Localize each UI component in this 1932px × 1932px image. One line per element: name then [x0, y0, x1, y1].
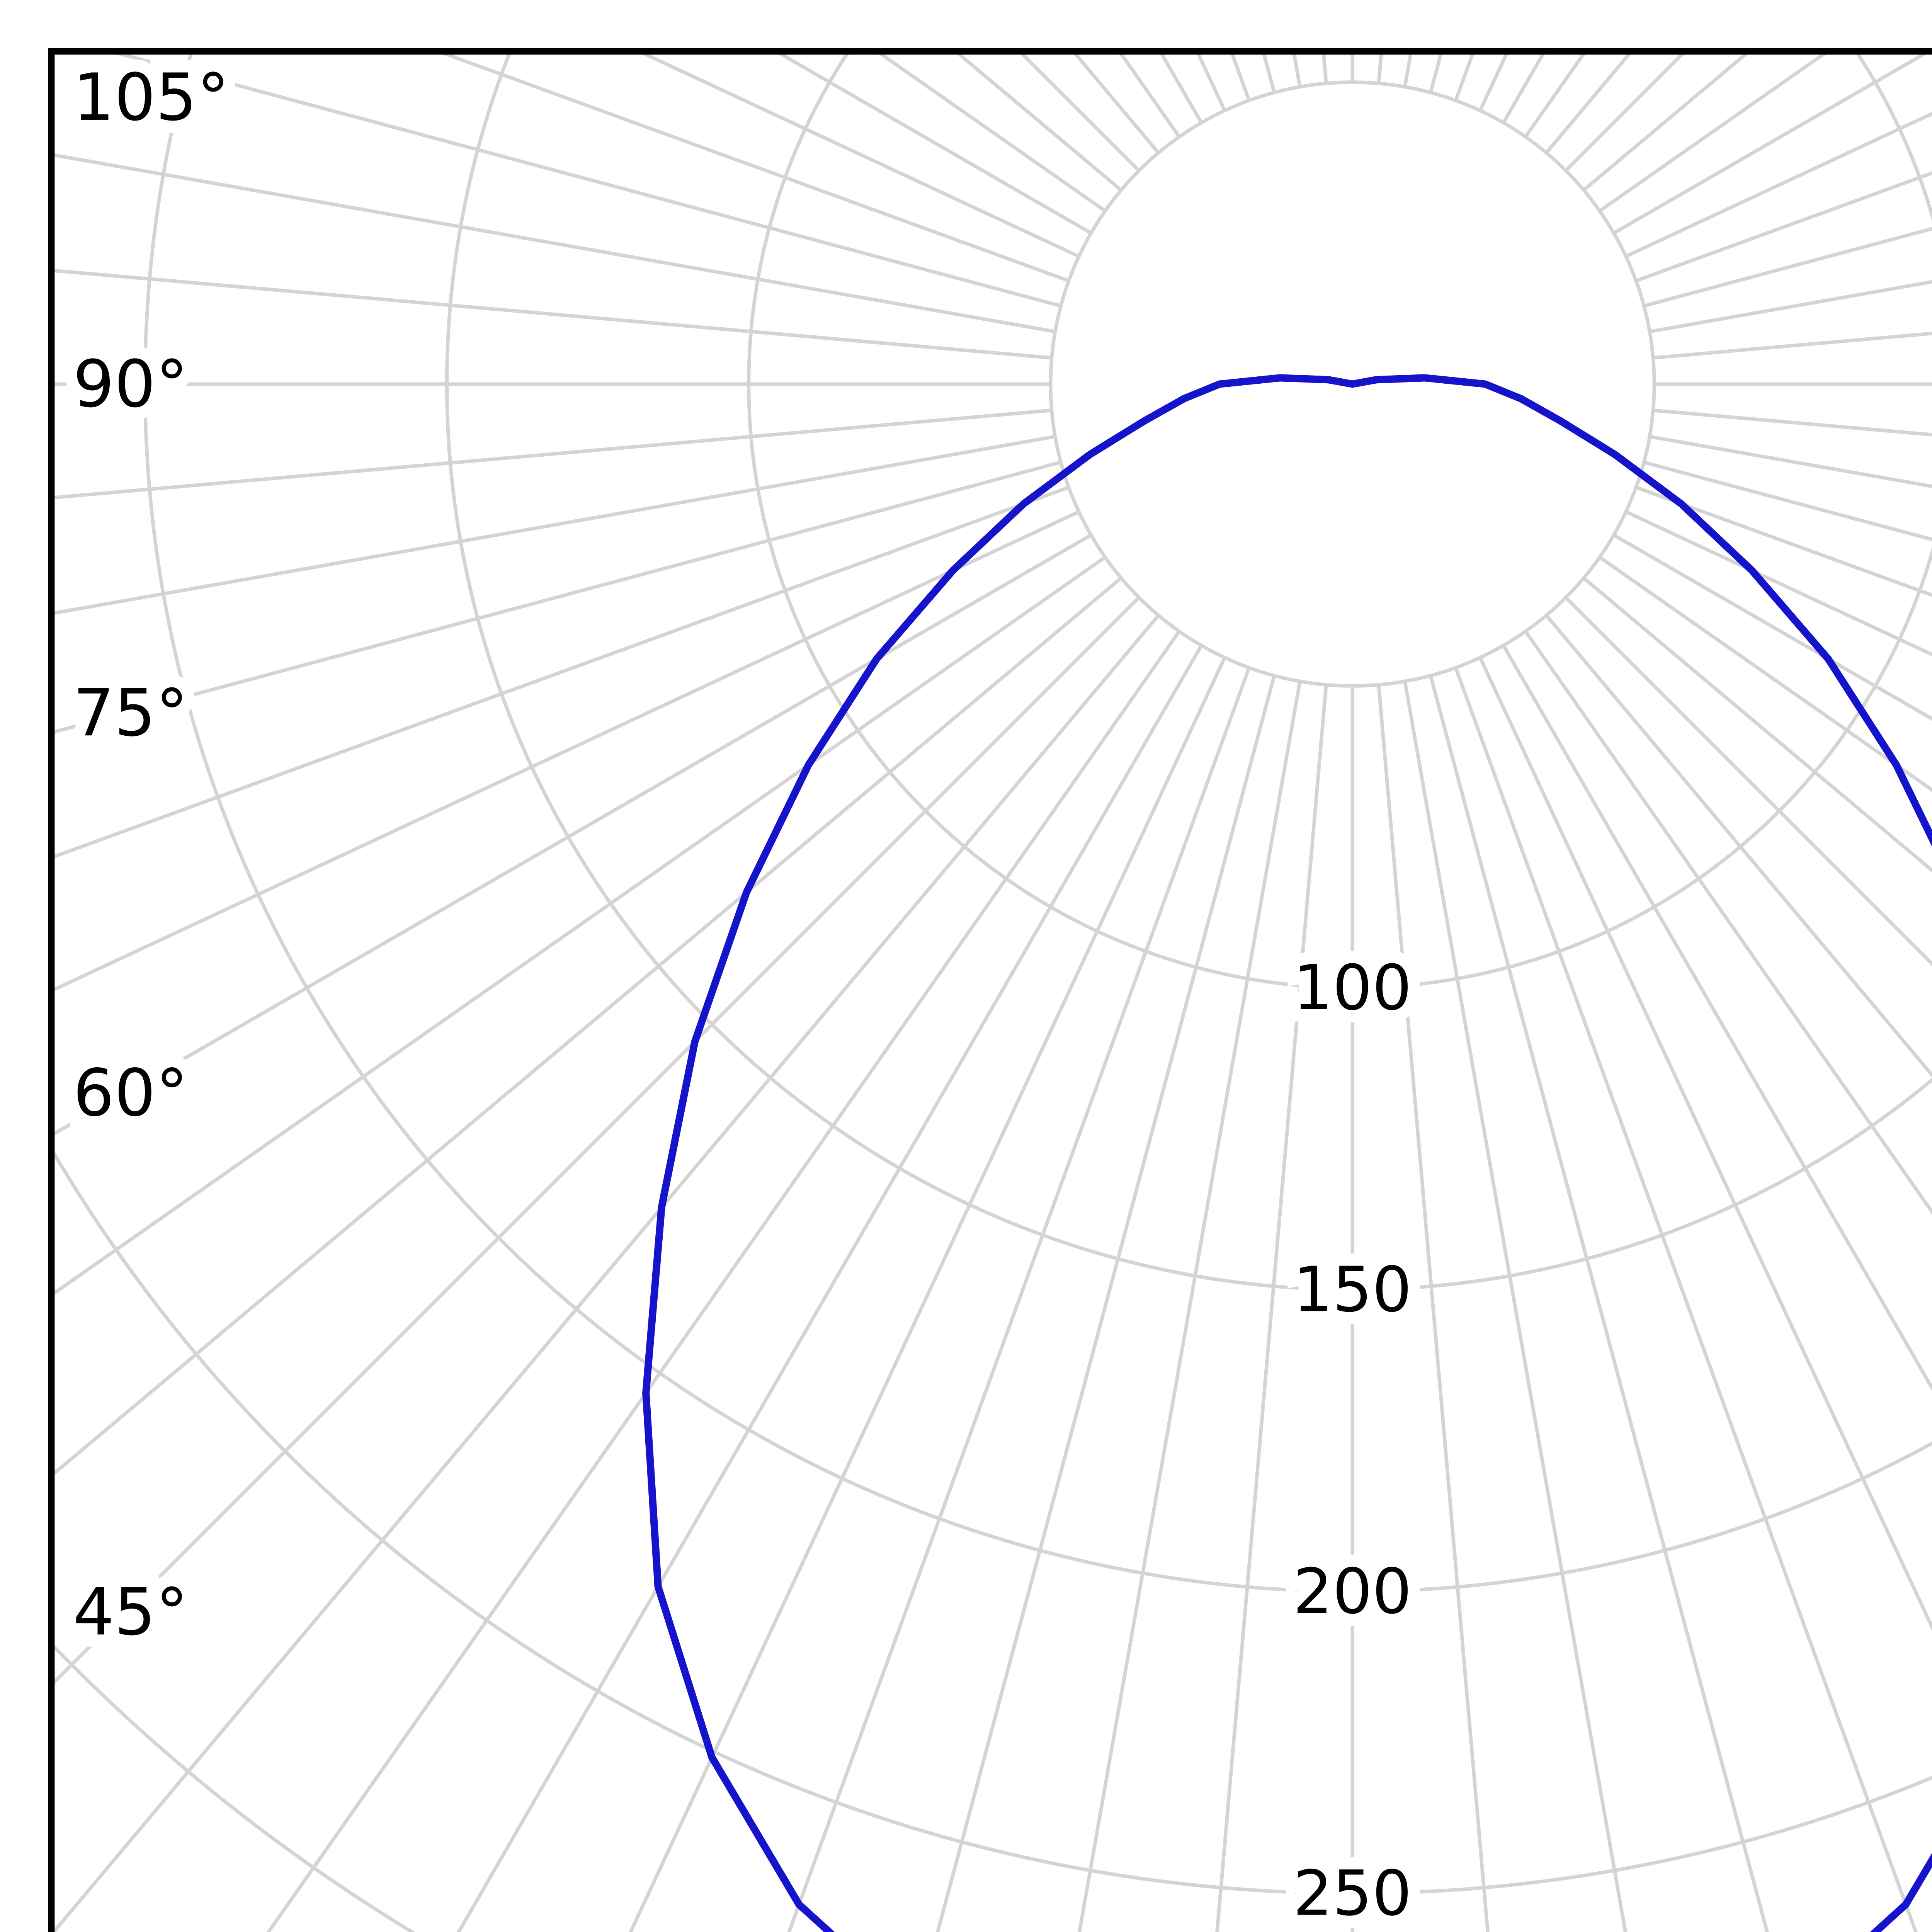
- grid-ray: [1643, 227, 1932, 308]
- grid-ray: [1429, 675, 1769, 1932]
- angle-labels: 105°105°90°90°75°75°60°60°45°45°30°30°15…: [61, 48, 242, 1662]
- angle-label-left-45: 45°: [73, 1574, 188, 1650]
- grid-ray: [1545, 614, 1932, 1078]
- grid-ray: [1403, 51, 1413, 87]
- angle-label-left-75: 75°: [73, 675, 188, 751]
- grid-circle: [747, 51, 1932, 990]
- grid-ray: [51, 408, 1052, 500]
- grid-ray: [456, 644, 1203, 1932]
- grid-circle: [51, 1145, 1932, 1895]
- grid-ray: [1429, 51, 1444, 93]
- radius-label-100: 100: [1293, 952, 1412, 1024]
- grid-ray: [1582, 51, 1752, 192]
- grid-ray: [104, 51, 1061, 308]
- grid-ray: [1599, 51, 1831, 213]
- grid-ray: [266, 630, 1181, 1932]
- grid-ray: [1653, 332, 1932, 360]
- grid-ray: [1635, 171, 1932, 282]
- grid-ray: [51, 460, 1061, 735]
- grid-ray: [51, 533, 1092, 1138]
- grid-ray: [787, 667, 1251, 1932]
- grid-ray: [1653, 408, 1932, 437]
- grid-ray: [1377, 51, 1383, 83]
- grid-ray: [1215, 685, 1328, 1932]
- grid-ray: [1625, 510, 1932, 656]
- grid-ray: [51, 577, 1122, 1478]
- grid-ray: [51, 556, 1106, 1298]
- angle-label-left-90: 90°: [73, 346, 188, 422]
- radius-label-250: 250: [1293, 1857, 1412, 1930]
- grid-ray: [1502, 51, 1547, 124]
- grid-ray: [1377, 685, 1490, 1932]
- grid-ray: [1077, 681, 1302, 1932]
- grid-ray: [51, 596, 1140, 1688]
- grid-ray: [51, 510, 1080, 993]
- grid-ray: [51, 269, 1052, 360]
- grid-ray: [1292, 51, 1302, 87]
- radius-label-200: 200: [1293, 1555, 1412, 1628]
- grid-ray: [1599, 556, 1932, 792]
- grid-ray: [1261, 51, 1276, 93]
- grid-ray: [51, 435, 1056, 616]
- grid-ray: [51, 486, 1070, 860]
- angle-label-left-60: 60°: [73, 1055, 188, 1131]
- curve-c0-c180: [642, 374, 1932, 1932]
- grid-ray: [51, 153, 1056, 333]
- grid-ray: [1478, 656, 1932, 1631]
- grid-ray: [1454, 667, 1918, 1932]
- grid-ray: [1565, 596, 1932, 966]
- plot-frame: [48, 48, 1932, 1932]
- grid-ray: [433, 51, 1070, 282]
- grid-ray: [935, 675, 1276, 1932]
- radius-labels: 100 150 200 250: [1281, 939, 1424, 1932]
- radius-label-150: 150: [1293, 1253, 1412, 1326]
- grid-ray: [1502, 644, 1932, 1391]
- grid-ray: [1649, 435, 1932, 488]
- grid-ray: [1524, 630, 1932, 1215]
- grid-circle: [445, 51, 1932, 1291]
- grid-ray: [1403, 681, 1628, 1932]
- grid-ray: [628, 656, 1226, 1932]
- grid-ray: [1321, 51, 1328, 83]
- angle-label-left-105: 105°: [73, 60, 230, 135]
- curve-c90-c270: [642, 374, 1932, 1932]
- grid-ray: [1612, 51, 1932, 235]
- grid-ray: [1478, 51, 1510, 112]
- intensity-curves: [642, 374, 1932, 1932]
- grid-ray: [51, 614, 1160, 1932]
- grid-ray: [1625, 112, 1932, 258]
